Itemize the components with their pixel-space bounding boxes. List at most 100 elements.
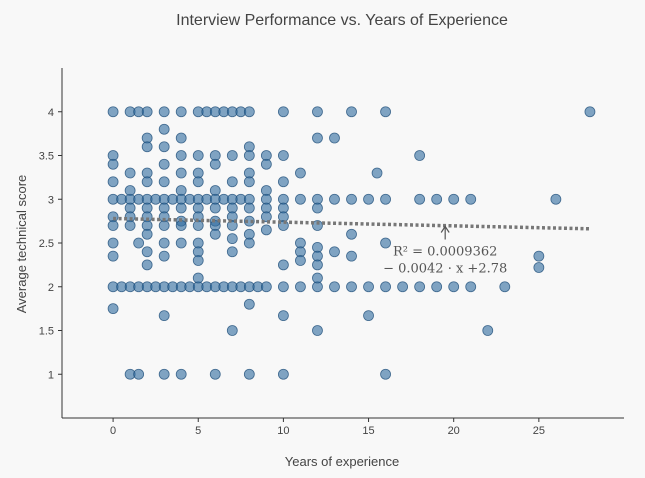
data-point: [243, 176, 255, 188]
data-point: [465, 193, 477, 205]
data-point: [175, 167, 187, 179]
data-point: [277, 150, 289, 161]
data-point: [107, 158, 119, 170]
x-tick-label: 10: [277, 425, 289, 437]
data-point: [209, 228, 221, 240]
data-point: [295, 193, 306, 205]
data-point: [243, 237, 255, 249]
data-point: [277, 176, 289, 188]
data-point: [363, 310, 374, 322]
x-tick-label: 5: [195, 425, 201, 437]
y-tick-label: 1: [48, 369, 54, 381]
data-point: [329, 193, 340, 205]
data-point: [192, 176, 204, 188]
data-point: [243, 106, 255, 118]
data-point: [260, 281, 272, 293]
data-point: [175, 132, 187, 144]
data-point: [192, 272, 204, 284]
data-point: [414, 150, 426, 161]
data-point: [277, 281, 289, 293]
data-point: [124, 220, 136, 231]
data-point: [329, 281, 340, 293]
trendline: [113, 216, 590, 231]
data-point: [346, 106, 357, 118]
data-point: [312, 259, 323, 271]
data-point: [312, 220, 323, 231]
data-point: [243, 368, 255, 380]
data-point: [175, 202, 187, 214]
data-point: [414, 193, 426, 205]
data-point: [260, 224, 272, 236]
data-point: [158, 158, 170, 170]
data-point: [295, 167, 306, 179]
data-point: [295, 255, 306, 266]
data-point: [380, 237, 391, 249]
data-point: [329, 246, 340, 258]
data-point: [226, 220, 238, 231]
data-point: [107, 176, 119, 188]
data-point: [158, 237, 170, 249]
data-point: [141, 228, 153, 240]
data-point: [448, 193, 460, 205]
y-tick-label: 2.5: [39, 238, 54, 250]
data-point: [312, 132, 323, 144]
data-point: [346, 281, 357, 293]
data-point: [431, 193, 443, 205]
data-point: [329, 132, 340, 144]
data-point: [141, 141, 153, 153]
data-point: [414, 281, 426, 293]
data-point: [158, 123, 170, 135]
data-point: [346, 193, 357, 205]
x-axis-label: Years of experience: [285, 454, 399, 469]
data-point: [192, 150, 204, 161]
data-point: [209, 202, 221, 214]
data-point: [192, 255, 204, 266]
data-point: [226, 233, 238, 245]
data-point: [175, 106, 187, 118]
x-tick-label: 15: [362, 425, 374, 437]
data-point: [141, 106, 153, 118]
data-point: [584, 106, 596, 118]
data-point: [158, 141, 170, 153]
data-point: [209, 158, 221, 170]
data-point: [363, 193, 374, 205]
data-point: [277, 368, 289, 380]
data-point: [158, 368, 170, 380]
data-point: [363, 281, 374, 293]
data-point: [346, 250, 357, 262]
data-point: [175, 368, 187, 380]
data-point: [243, 298, 255, 310]
data-point: [312, 325, 323, 336]
data-point: [380, 106, 391, 118]
data-point: [243, 215, 255, 227]
data-point: [175, 150, 187, 161]
data-point: [107, 106, 119, 118]
data-point: [141, 176, 153, 188]
data-point: [175, 220, 187, 231]
data-point: [431, 281, 443, 293]
data-point: [226, 176, 238, 188]
plot-area: 0 5 10 15 20 25 1 1.5 2 2.5 3 3.5 4 R² = 0.0009362 − 0…: [39, 68, 624, 437]
annotation-equation: − 0.0042 · x +2.78: [383, 262, 507, 277]
y-tick-label: 3: [48, 194, 54, 206]
x-tick-label: 25: [533, 425, 545, 437]
data-point: [243, 150, 255, 161]
data-point: [158, 220, 170, 231]
chart-title: Interview Performance vs. Years of Exper…: [176, 12, 508, 29]
data-point: [226, 150, 238, 161]
data-point: [141, 246, 153, 258]
data-point: [465, 281, 477, 293]
annotation-arrow-head: [440, 225, 450, 233]
data-point: [482, 325, 494, 336]
data-point: [260, 211, 272, 223]
data-point: [107, 220, 119, 231]
data-point: [312, 272, 323, 284]
data-point: [533, 262, 545, 273]
data-point: [158, 176, 170, 188]
x-tick-label: 20: [448, 425, 460, 437]
data-point: [533, 250, 545, 262]
y-tick-label: 2: [48, 282, 54, 294]
data-point: [243, 202, 255, 214]
